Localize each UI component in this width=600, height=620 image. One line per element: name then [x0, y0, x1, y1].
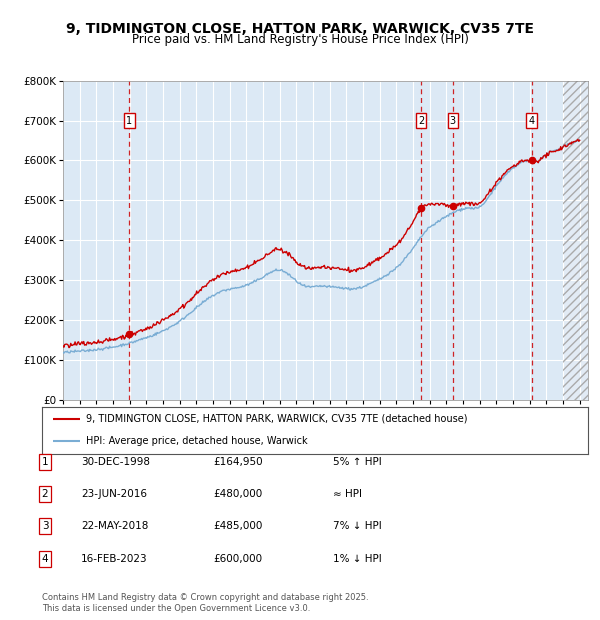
- Text: £480,000: £480,000: [213, 489, 262, 499]
- Text: 23-JUN-2016: 23-JUN-2016: [81, 489, 147, 499]
- Text: ≈ HPI: ≈ HPI: [333, 489, 362, 499]
- Text: 4: 4: [529, 115, 535, 125]
- Text: £485,000: £485,000: [213, 521, 262, 531]
- Text: 1: 1: [41, 457, 49, 467]
- Text: Price paid vs. HM Land Registry's House Price Index (HPI): Price paid vs. HM Land Registry's House …: [131, 33, 469, 46]
- Text: 7% ↓ HPI: 7% ↓ HPI: [333, 521, 382, 531]
- Text: 9, TIDMINGTON CLOSE, HATTON PARK, WARWICK, CV35 7TE: 9, TIDMINGTON CLOSE, HATTON PARK, WARWIC…: [66, 22, 534, 36]
- Text: 22-MAY-2018: 22-MAY-2018: [81, 521, 148, 531]
- Text: 3: 3: [450, 115, 456, 125]
- Text: 9, TIDMINGTON CLOSE, HATTON PARK, WARWICK, CV35 7TE (detached house): 9, TIDMINGTON CLOSE, HATTON PARK, WARWIC…: [86, 414, 467, 424]
- Text: Contains HM Land Registry data © Crown copyright and database right 2025.
This d: Contains HM Land Registry data © Crown c…: [42, 593, 368, 613]
- Text: 30-DEC-1998: 30-DEC-1998: [81, 457, 150, 467]
- Text: 5% ↑ HPI: 5% ↑ HPI: [333, 457, 382, 467]
- Text: 16-FEB-2023: 16-FEB-2023: [81, 554, 148, 564]
- Text: £164,950: £164,950: [213, 457, 263, 467]
- Text: 2: 2: [418, 115, 424, 125]
- Text: 1: 1: [127, 115, 133, 125]
- Text: 4: 4: [41, 554, 49, 564]
- Text: 2: 2: [41, 489, 49, 499]
- Text: £600,000: £600,000: [213, 554, 262, 564]
- Text: 3: 3: [41, 521, 49, 531]
- Text: 1% ↓ HPI: 1% ↓ HPI: [333, 554, 382, 564]
- Text: HPI: Average price, detached house, Warwick: HPI: Average price, detached house, Warw…: [86, 436, 307, 446]
